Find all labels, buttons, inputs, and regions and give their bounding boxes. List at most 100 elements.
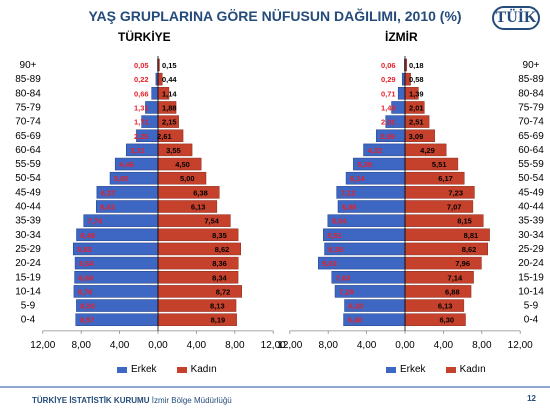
female-value-label: 8,19 <box>211 316 226 325</box>
female-value-label: 8,62 <box>215 245 230 254</box>
male-value-label: 9,03 <box>322 259 337 268</box>
female-value-label: 7,54 <box>204 217 219 226</box>
male-value-label: 7,74 <box>88 217 103 226</box>
female-value-label: 4,50 <box>175 160 190 169</box>
male-value-label: 3,31 <box>130 146 145 155</box>
age-label-right: 20-24 <box>518 258 544 269</box>
male-value-label: 6,43 <box>100 203 115 212</box>
age-label-right: 75-79 <box>518 102 544 113</box>
x-tick-label: 8,00 <box>71 340 91 351</box>
legend-erkek: Erkek <box>400 364 426 375</box>
male-value-label: 8,49 <box>80 231 95 240</box>
female-value-label: 0,18 <box>409 61 424 70</box>
age-label-right: 50-54 <box>518 173 544 184</box>
female-value-label: 1,88 <box>162 103 177 112</box>
female-value-label: 3,09 <box>409 132 424 141</box>
male-value-label: 1,71 <box>134 118 149 127</box>
male-value-label: 5,38 <box>357 160 372 169</box>
female-value-label: 2,01 <box>409 103 424 112</box>
female-bar <box>158 215 230 227</box>
age-label-left: 55-59 <box>15 159 41 170</box>
male-value-label: 7,63 <box>336 273 351 282</box>
age-label-right: 45-49 <box>518 187 544 198</box>
female-value-label: 8,36 <box>212 259 227 268</box>
age-label-right: 15-19 <box>518 272 544 283</box>
female-value-label: 8,72 <box>216 287 231 296</box>
x-tick-label: 4,00 <box>357 340 377 351</box>
female-bar <box>405 172 464 184</box>
age-label-right: 80-84 <box>518 88 544 99</box>
age-label-right: 5-9 <box>524 301 539 312</box>
x-tick-label: 8,00 <box>472 340 492 351</box>
legend-erkek: Erkek <box>131 364 157 375</box>
male-value-label: 6,14 <box>350 174 365 183</box>
age-label-right: 70-74 <box>518 117 544 128</box>
age-label-left: 90+ <box>20 60 37 71</box>
female-value-label: 6,38 <box>193 188 208 197</box>
age-label-right: 30-34 <box>518 230 544 241</box>
male-value-label: 7,29 <box>339 287 354 296</box>
male-value-label: 8,83 <box>77 245 92 254</box>
right-age-labels: 0-45-910-1415-1920-2425-2930-3435-3940-4… <box>518 60 544 326</box>
female-value-label: 0,44 <box>162 75 177 84</box>
male-value-label: 2,25 <box>134 132 149 141</box>
erkek-swatch <box>117 367 127 373</box>
female-value-label: 7,07 <box>447 203 462 212</box>
x-tick-label: 12,00 <box>277 340 302 351</box>
kadin-swatch <box>177 367 187 373</box>
female-value-label: 6,17 <box>438 174 453 183</box>
male-value-label: 5,00 <box>114 174 129 183</box>
male-value-label: 1,31 <box>134 103 149 112</box>
age-label-left: 50-54 <box>15 173 41 184</box>
female-value-label: 1,39 <box>409 89 424 98</box>
x-tick-label: 12,00 <box>508 340 533 351</box>
male-bar <box>152 87 158 99</box>
female-value-label: 8,81 <box>464 231 479 240</box>
female-value-label: 8,15 <box>457 217 472 226</box>
male-value-label: 4,46 <box>119 160 134 169</box>
female-value-label: 8,34 <box>212 273 227 282</box>
female-bar <box>405 271 474 283</box>
age-label-right: 65-69 <box>518 131 544 142</box>
x-tick-label: 4,00 <box>110 340 130 351</box>
age-label-right: 40-44 <box>518 202 544 213</box>
male-value-label: 8,51 <box>327 231 342 240</box>
male-value-label: 7,12 <box>341 188 356 197</box>
female-value-label: 0,15 <box>162 61 177 70</box>
female-value-label: 6,30 <box>439 316 454 325</box>
male-value-label: 8,64 <box>79 259 94 268</box>
footer: TÜRKİYE İSTATİSTİK KURUMU İzmir Bölge Mü… <box>0 386 550 414</box>
male-value-label: 8,57 <box>80 316 95 325</box>
male-value-label: 6,37 <box>101 188 116 197</box>
age-label-left: 60-64 <box>15 145 41 156</box>
x-tick-label: 0,00 <box>395 340 415 351</box>
male-value-label: 2,99 <box>380 132 395 141</box>
female-value-label: 6,13 <box>438 302 453 311</box>
legend-kadin: Kadın <box>460 364 486 375</box>
age-label-left: 10-14 <box>15 286 41 297</box>
x-tick-label: 4,00 <box>187 340 207 351</box>
footer-org: TÜRKİYE İSTATİSTİK KURUMU İzmir Bölge Mü… <box>32 396 232 405</box>
left-age-labels: 0-45-910-1415-1920-2425-2930-3435-3940-4… <box>15 60 41 326</box>
female-value-label: 2,15 <box>162 118 177 127</box>
female-value-label: 7,14 <box>448 273 463 282</box>
female-value-label: 4,29 <box>420 146 435 155</box>
female-bar <box>405 314 465 326</box>
izmir-legend: Erkek Kadın <box>386 364 486 375</box>
legend-kadin: Kadın <box>191 364 217 375</box>
male-value-label: 6,30 <box>349 302 364 311</box>
age-label-left: 25-29 <box>15 244 41 255</box>
female-value-label: 7,96 <box>455 259 470 268</box>
male-value-label: 0,22 <box>134 75 149 84</box>
age-label-left: 75-79 <box>15 102 41 113</box>
footer-office: İzmir Bölge Müdürlüğü <box>152 396 232 405</box>
female-value-label: 7,23 <box>448 188 463 197</box>
female-value-label: 1,14 <box>162 89 177 98</box>
female-value-label: 5,00 <box>180 174 195 183</box>
female-value-label: 2,51 <box>409 118 424 127</box>
male-value-label: 1,40 <box>381 103 396 112</box>
age-label-left: 65-69 <box>15 131 41 142</box>
female-bar <box>405 186 474 198</box>
